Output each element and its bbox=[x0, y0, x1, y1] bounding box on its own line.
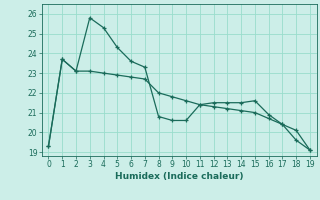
X-axis label: Humidex (Indice chaleur): Humidex (Indice chaleur) bbox=[115, 172, 244, 181]
